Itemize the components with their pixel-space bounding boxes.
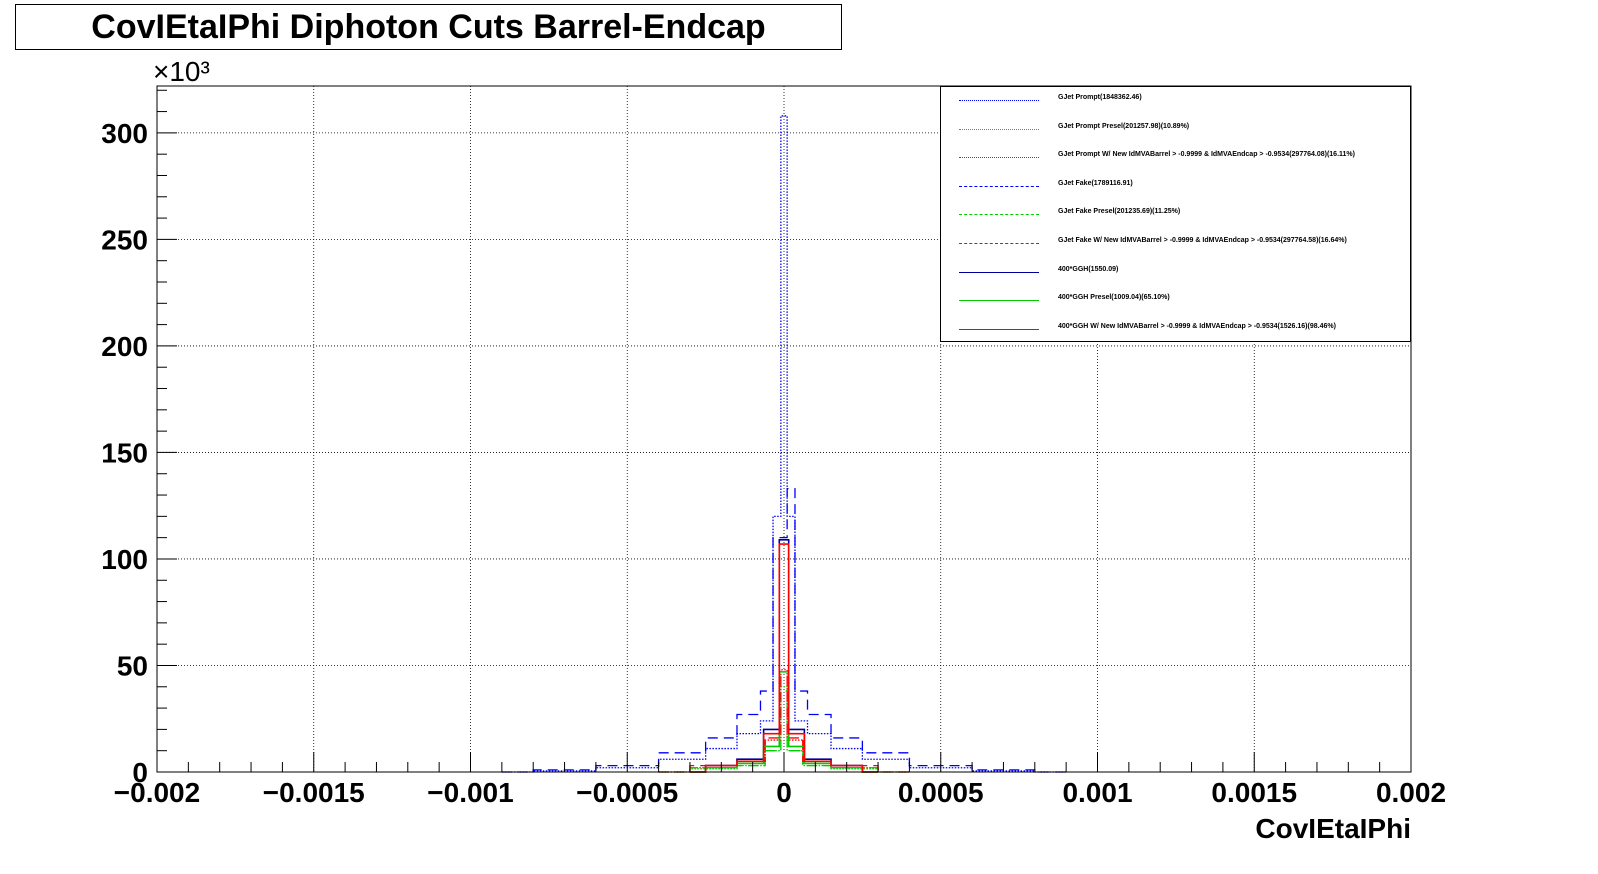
x-tick-label: 0.001 bbox=[1062, 777, 1132, 808]
y-tick-label: 100 bbox=[101, 544, 148, 575]
legend-swatch bbox=[959, 128, 1039, 130]
legend-entry: GJet Prompt(1848362.46) bbox=[941, 91, 1410, 111]
legend-label: GJet Fake W/ New IdMVABarrel > -0.9999 &… bbox=[1058, 237, 1347, 244]
legend-entry: GJet Fake W/ New IdMVABarrel > -0.9999 &… bbox=[941, 234, 1410, 254]
y-multiplier-label: ×10³ bbox=[153, 56, 210, 87]
legend: GJet Prompt(1848362.46) GJet Prompt Prese… bbox=[940, 86, 1411, 342]
title-box: CovIEtaIPhi Diphoton Cuts Barrel-Endcap bbox=[15, 4, 842, 50]
legend-label: GJet Prompt Presel(201257.98)(10.89%) bbox=[1058, 122, 1190, 130]
y-tick-label: 0 bbox=[132, 757, 148, 788]
legend-label: 400*GGH(1550.09) bbox=[1058, 265, 1119, 273]
legend-entry: GJet Fake(1789116.91) bbox=[941, 177, 1410, 197]
legend-label: GJet Fake(1789116.91) bbox=[1058, 179, 1133, 187]
axis-ticks bbox=[156, 89, 1412, 773]
series-layer bbox=[501, 115, 1067, 773]
x-tick-label: 0 bbox=[776, 777, 792, 808]
legend-swatch bbox=[959, 185, 1039, 187]
y-tick-label: 150 bbox=[101, 437, 148, 468]
x-tick-label: 0.002 bbox=[1376, 777, 1446, 808]
x-tick-label: −0.0005 bbox=[576, 777, 678, 808]
legend-swatch bbox=[959, 157, 1039, 159]
y-tick-label: 200 bbox=[101, 331, 148, 362]
x-tick-label: −0.0015 bbox=[263, 777, 365, 808]
y-tick-label: 250 bbox=[101, 224, 148, 255]
x-tick-label: −0.002 bbox=[114, 777, 200, 808]
legend-swatch bbox=[959, 271, 1039, 273]
x-tick-label: −0.001 bbox=[427, 777, 513, 808]
legend-swatch bbox=[959, 100, 1039, 101]
legend-entry: 400*GGH Presel(1009.04)(65.10%) bbox=[941, 291, 1410, 311]
x-tick-label: 0.0005 bbox=[898, 777, 984, 808]
x-axis-label: CovIEtaIPhi bbox=[1255, 813, 1411, 844]
legend-swatch bbox=[959, 300, 1039, 302]
legend-entry: GJet Prompt Presel(201257.98)(10.89%) bbox=[941, 120, 1410, 140]
legend-entry: 400*GGH(1550.09) bbox=[941, 263, 1410, 283]
legend-label: 400*GGH W/ New IdMVABarrel > -0.9999 & I… bbox=[1058, 322, 1336, 330]
legend-label: GJet Prompt(1848362.46) bbox=[1058, 94, 1142, 101]
y-tick-label: 300 bbox=[101, 118, 148, 149]
tick-labels: −0.002 −0.0015 −0.001 −0.0005 0 0.0005 0.001 0.… bbox=[101, 118, 1446, 808]
legend-label: GJet Prompt W/ New IdMVABarrel > -0.9999… bbox=[1058, 151, 1355, 159]
legend-entry: GJet Fake Presel(201235.69)(11.25%) bbox=[941, 205, 1410, 225]
series-line-1 bbox=[658, 686, 910, 773]
x-tick-label: 0.0015 bbox=[1211, 777, 1297, 808]
legend-swatch bbox=[959, 243, 1039, 244]
legend-entry: 400*GGH W/ New IdMVABarrel > -0.9999 & I… bbox=[941, 320, 1410, 340]
series-line-7 bbox=[689, 671, 879, 773]
chart-title: CovIEtaIPhi Diphoton Cuts Barrel-Endcap bbox=[91, 7, 766, 46]
legend-swatch bbox=[959, 214, 1039, 216]
legend-swatch bbox=[959, 328, 1039, 330]
series-line-3 bbox=[501, 488, 1067, 773]
legend-label: GJet Fake Presel(201235.69)(11.25%) bbox=[1058, 208, 1181, 216]
series-line-8 bbox=[689, 543, 879, 773]
y-tick-label: 50 bbox=[117, 650, 148, 681]
legend-entry: GJet Prompt W/ New IdMVABarrel > -0.9999… bbox=[941, 148, 1410, 168]
legend-label: 400*GGH Presel(1009.04)(65.10%) bbox=[1058, 294, 1170, 302]
